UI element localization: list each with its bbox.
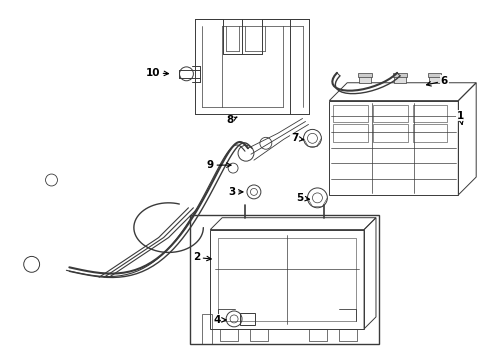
Bar xyxy=(309,329,326,341)
Text: 10: 10 xyxy=(145,68,168,78)
Text: 1: 1 xyxy=(456,111,463,124)
Bar xyxy=(392,73,406,77)
Bar xyxy=(333,125,367,142)
Text: 8: 8 xyxy=(226,116,236,126)
Bar xyxy=(210,230,364,329)
Bar xyxy=(333,105,367,122)
Text: 7: 7 xyxy=(290,133,303,143)
Bar xyxy=(249,329,267,341)
Bar xyxy=(190,215,378,344)
Text: 9: 9 xyxy=(206,160,230,170)
Text: 4: 4 xyxy=(213,315,225,325)
Bar xyxy=(202,314,212,344)
Bar xyxy=(357,73,371,77)
Bar xyxy=(427,73,441,77)
Bar xyxy=(339,329,356,341)
Bar xyxy=(372,105,407,122)
Bar xyxy=(328,100,457,195)
Bar xyxy=(218,238,355,321)
Text: 2: 2 xyxy=(192,252,211,262)
Bar xyxy=(220,329,238,341)
Bar xyxy=(427,75,440,83)
Bar xyxy=(393,75,405,83)
Text: 6: 6 xyxy=(426,76,447,86)
Bar xyxy=(412,125,447,142)
Bar xyxy=(358,75,370,83)
Bar xyxy=(240,313,254,325)
Text: 5: 5 xyxy=(295,193,309,203)
Bar xyxy=(372,125,407,142)
Text: 3: 3 xyxy=(228,187,243,197)
Bar xyxy=(412,105,447,122)
